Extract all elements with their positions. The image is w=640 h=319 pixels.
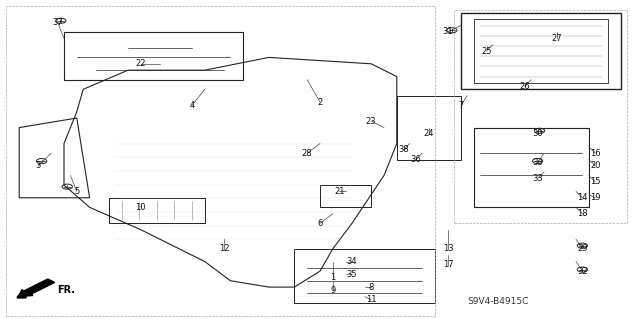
Text: 29: 29 xyxy=(577,244,588,253)
Text: 24: 24 xyxy=(424,130,434,138)
Text: 13: 13 xyxy=(443,244,453,253)
Text: 3: 3 xyxy=(36,161,41,170)
Text: 25: 25 xyxy=(481,47,492,56)
Text: 6: 6 xyxy=(317,219,323,228)
Text: 1: 1 xyxy=(330,273,335,282)
Text: 36: 36 xyxy=(411,155,421,164)
Text: 8: 8 xyxy=(369,283,374,292)
Text: 35: 35 xyxy=(347,270,357,279)
Text: 21: 21 xyxy=(334,187,344,196)
Text: 27: 27 xyxy=(552,34,562,43)
Text: 5: 5 xyxy=(74,187,79,196)
FancyArrow shape xyxy=(19,279,54,297)
Text: 32: 32 xyxy=(577,267,588,276)
Text: 15: 15 xyxy=(590,177,600,186)
Text: FR.: FR. xyxy=(58,285,76,295)
Text: 28: 28 xyxy=(302,149,312,158)
Text: 4: 4 xyxy=(189,101,195,110)
Text: 33: 33 xyxy=(532,158,543,167)
Text: 23: 23 xyxy=(366,117,376,126)
Text: S9V4-B4915C: S9V4-B4915C xyxy=(467,297,529,306)
Text: 17: 17 xyxy=(443,260,453,269)
Text: 16: 16 xyxy=(590,149,600,158)
Text: 20: 20 xyxy=(590,161,600,170)
Text: 9: 9 xyxy=(330,286,335,295)
Text: 37: 37 xyxy=(52,18,63,27)
Text: 38: 38 xyxy=(398,145,408,154)
Text: 2: 2 xyxy=(317,98,323,107)
Text: 26: 26 xyxy=(520,82,530,91)
Text: 34: 34 xyxy=(347,257,357,266)
Text: 10: 10 xyxy=(136,203,146,212)
Text: 12: 12 xyxy=(219,244,229,253)
Text: 18: 18 xyxy=(577,209,588,218)
Text: 19: 19 xyxy=(590,193,600,202)
Text: 31: 31 xyxy=(443,27,453,36)
Text: 11: 11 xyxy=(366,295,376,304)
Text: 7: 7 xyxy=(458,101,463,110)
Text: 30: 30 xyxy=(532,130,543,138)
Text: 14: 14 xyxy=(577,193,588,202)
Text: 33: 33 xyxy=(532,174,543,183)
Text: 22: 22 xyxy=(136,59,146,68)
